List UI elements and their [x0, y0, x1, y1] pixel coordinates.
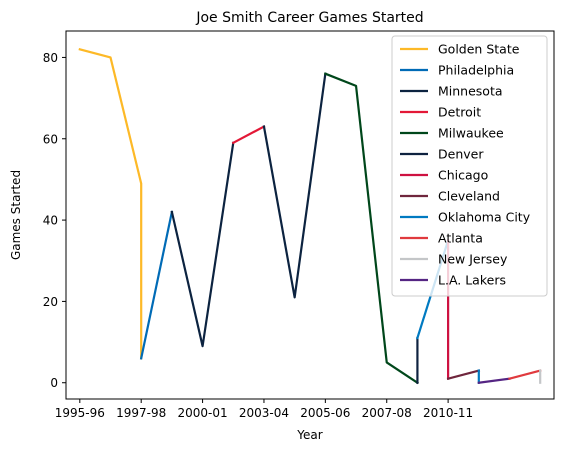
legend-label: Denver: [438, 147, 484, 162]
chart-title: Joe Smith Career Games Started: [195, 10, 423, 26]
series-line-9: [446, 369, 481, 381]
x-tick-label: 2007-08: [362, 406, 412, 420]
series-line-5: [323, 72, 419, 385]
series-line-2: [170, 141, 235, 348]
legend-label: New Jersey: [438, 252, 508, 267]
legend-label: Philadelphia: [438, 63, 514, 78]
y-tick-label: 0: [50, 376, 58, 390]
legend-label: Minnesota: [438, 84, 503, 99]
series-line-12: [508, 369, 542, 381]
series-layer: [78, 47, 542, 385]
x-axis-label: Year: [296, 428, 322, 442]
legend-label: Oklahoma City: [438, 210, 531, 225]
x-tick-label: 2003-04: [239, 406, 289, 420]
y-tick-label: 60: [43, 132, 58, 146]
y-tick-label: 20: [43, 295, 58, 309]
legend-label: Golden State: [438, 42, 520, 57]
plot-frame: [65, 30, 555, 400]
x-tick-label: 2010-11: [423, 406, 473, 420]
series-line-4: [262, 72, 327, 299]
legend-label: Cleveland: [438, 189, 500, 204]
y-tick-label: 40: [43, 214, 58, 228]
series-line-3: [231, 125, 266, 145]
x-tick-label: 1997-98: [116, 406, 166, 420]
x-tick-label: 2005-06: [300, 406, 350, 420]
x-axis: 1995-96 1997-98 2000-01 2003-04 2005-06 2007-…: [55, 399, 473, 420]
legend-box: [391, 35, 548, 297]
x-tick-label: 1995-96: [55, 406, 105, 420]
legend-label: Detroit: [438, 105, 481, 120]
legend-label: L.A. Lakers: [438, 273, 506, 288]
legend-label: Chicago: [438, 168, 488, 183]
series-line-1: [139, 210, 174, 360]
legend-label: Atlanta: [438, 231, 483, 246]
x-tick-label: 2000-01: [178, 406, 228, 420]
legend: Golden State Philadelphia Minnesota Detroit…: [391, 35, 548, 297]
series-line-0: [78, 47, 143, 360]
legend-label: Milwaukee: [438, 126, 504, 141]
y-axis-label: Games Started: [9, 170, 23, 260]
y-tick-label: 80: [43, 51, 58, 65]
series-line-11: [477, 377, 511, 384]
y-axis: 0 20 40 60 80: [43, 51, 66, 390]
